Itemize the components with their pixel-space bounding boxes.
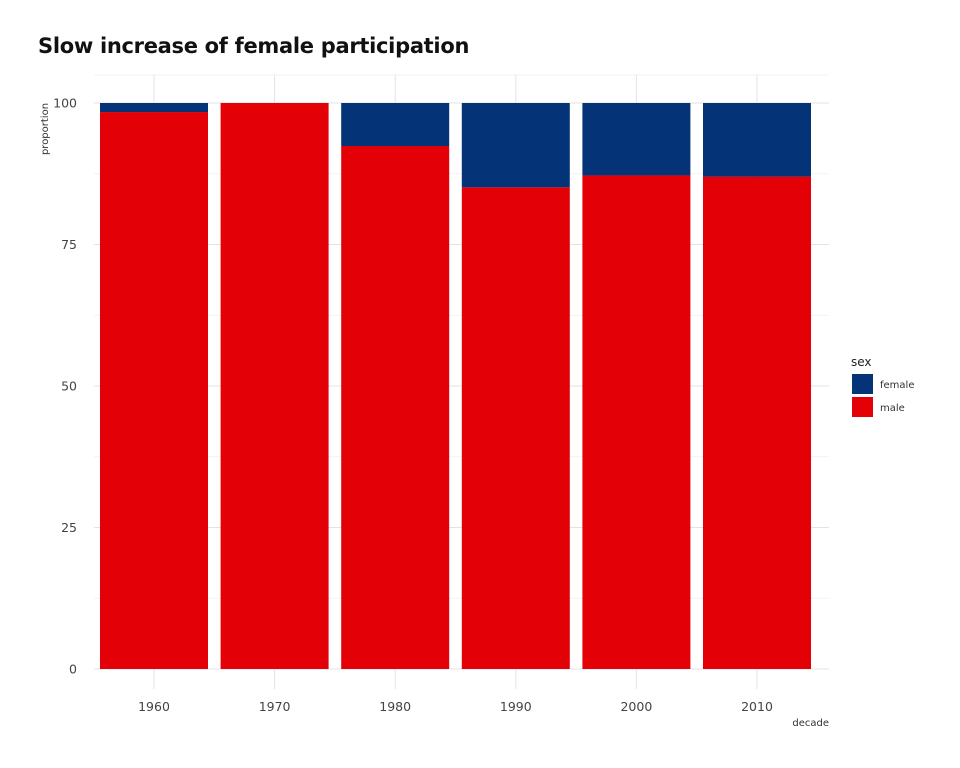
bar-male-2000 — [582, 175, 691, 669]
x-tick-label: 2010 — [741, 699, 773, 714]
x-axis-label: decade — [792, 718, 829, 729]
legend: sex female male — [851, 355, 914, 417]
y-tick-label: 25 — [61, 520, 77, 535]
legend-key-female — [852, 374, 873, 394]
legend-label-female: female — [880, 380, 914, 391]
chart-title: Slow increase of female participation — [38, 34, 470, 58]
x-tick-label: 2000 — [620, 699, 652, 714]
bar-male-1980 — [341, 146, 450, 670]
y-tick-label: 50 — [61, 379, 77, 394]
bar-male-1960 — [100, 112, 208, 669]
bar-female-2010 — [703, 103, 811, 177]
x-tick-label: 1970 — [259, 699, 291, 714]
legend-title: sex — [851, 355, 872, 369]
bar-female-1980 — [341, 103, 450, 147]
bar-female-1960 — [100, 103, 208, 113]
y-tick-label: 100 — [53, 96, 77, 111]
bar-female-2000 — [582, 103, 691, 176]
bars — [100, 103, 811, 670]
bar-male-2010 — [703, 176, 811, 669]
x-tick-label: 1980 — [379, 699, 411, 714]
bar-male-1990 — [461, 187, 570, 670]
x-tick-label: 1990 — [500, 699, 532, 714]
bar-male-1970 — [220, 103, 329, 669]
legend-label-male: male — [880, 403, 905, 414]
x-tick-label: 1960 — [138, 699, 170, 714]
y-tick-label: 75 — [61, 237, 77, 252]
bar-female-1990 — [461, 103, 570, 188]
y-axis-label: proportion — [40, 103, 51, 155]
y-tick-label: 0 — [69, 662, 77, 677]
axes: 0 25 50 75 100 1960 1970 1980 1990 2000 2010 — [53, 96, 773, 715]
legend-key-male — [852, 397, 873, 417]
